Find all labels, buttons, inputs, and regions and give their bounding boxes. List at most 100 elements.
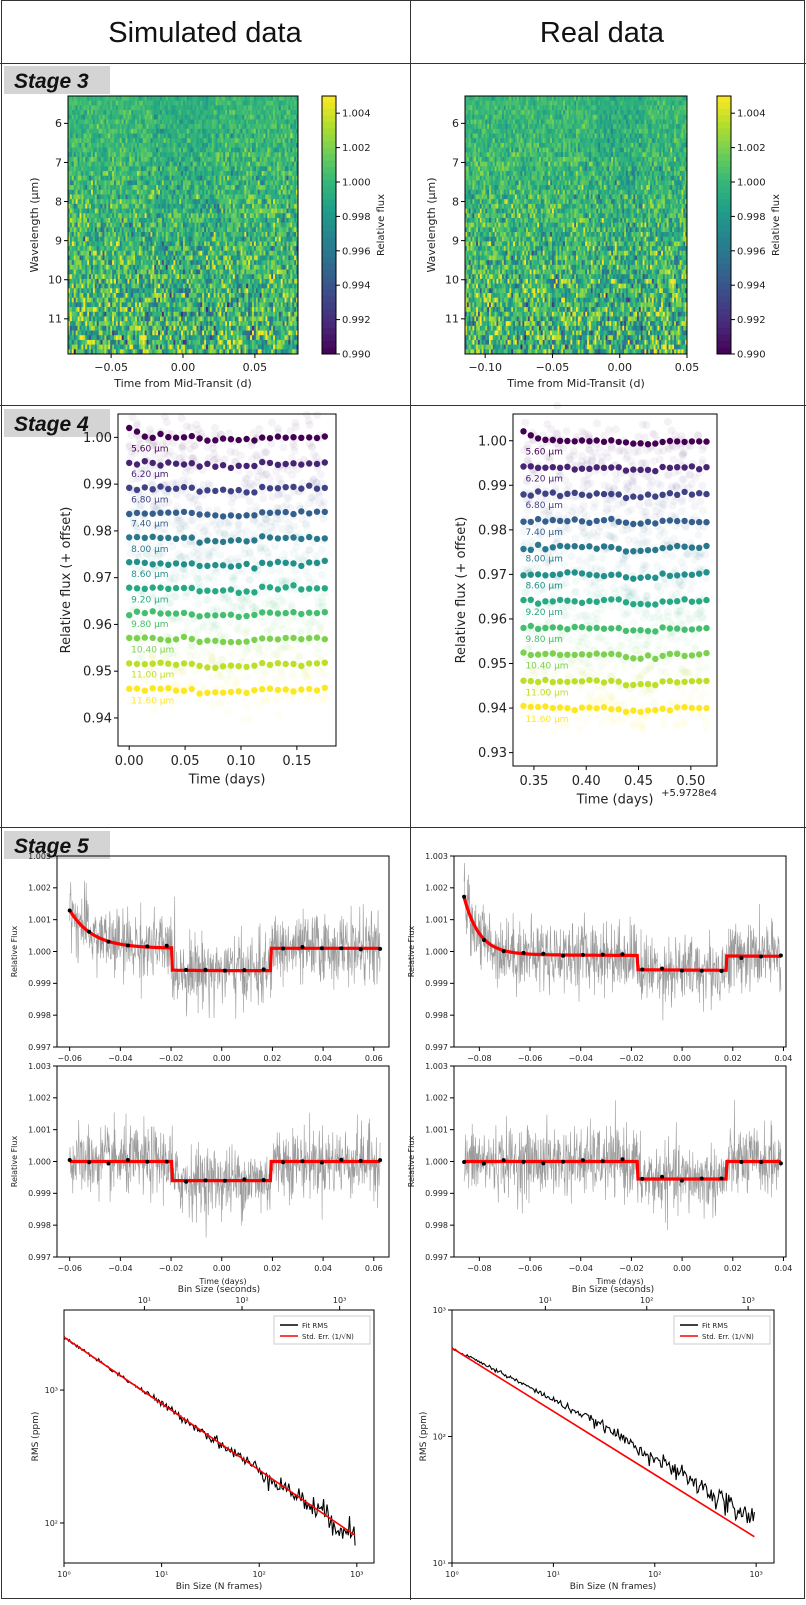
heatmap-cell [292,114,295,120]
heatmap-cell [234,156,238,163]
heatmap-cell [227,142,230,148]
heatmap-cell [188,152,192,158]
heatmap-cell [125,96,128,102]
heatmap-cell [131,133,134,139]
heatmap-cell [154,161,157,167]
heatmap-cell [142,105,146,111]
heatmap-cell [125,138,128,144]
heatmap-cell [257,100,261,106]
heatmap-cell [211,147,215,153]
heatmap-cell [142,110,146,116]
heatmap-cell [121,128,124,134]
heatmap-cell [240,156,243,163]
heatmap-cell [167,138,170,144]
heatmap-cell [165,166,169,172]
heatmap-cell [73,161,77,167]
heatmap-cell [81,128,84,134]
heatmap-cell [276,133,280,139]
heatmap-cell [83,142,86,148]
heatmap-cell [238,152,241,158]
heatmap-cell [160,142,163,148]
heatmap-cell [246,96,249,102]
heatmap-cell [194,133,197,139]
heatmap-cell [215,119,218,125]
heatmap-cell [267,133,270,139]
heatmap-cell [263,114,266,120]
heatmap-cell [123,156,126,163]
heatmap-cell [198,142,201,148]
heatmap-cell [104,100,107,106]
heatmap-cell [211,114,215,120]
heatmap-cell [148,119,151,125]
heatmap-cell [89,105,92,111]
heatmap-cell [238,110,241,116]
heatmap-cell [138,96,142,102]
heatmap-cell [133,114,136,120]
heatmap-cell [196,105,199,111]
heatmap-cell [91,133,94,139]
heatmap-cell [175,96,178,102]
heatmap-cell [265,128,268,134]
heatmap-cell [112,128,115,134]
heatmap-cell [161,138,165,144]
heatmap-cell [227,105,230,111]
heatmap-cell [292,142,295,148]
heatmap-cell [190,133,193,139]
heatmap-cell [194,128,197,134]
heatmap-cell [133,147,136,153]
heatmap-cell [135,96,138,102]
heatmap-cell [223,156,226,163]
heatmap-cell [230,147,234,153]
heatmap-cell [223,138,226,144]
heatmap-cell [234,128,238,134]
heatmap-cell [100,100,103,106]
heatmap-cell [292,156,295,163]
heatmap-cell [114,110,117,116]
heatmap-cell [102,110,105,116]
heatmap-cell [89,147,92,153]
heatmap-cell [144,142,147,148]
heatmap-cell [215,114,218,120]
heatmap-cell [248,142,251,148]
heatmap-cell [240,119,243,125]
heatmap-cell [119,156,123,163]
heatmap-cell [121,96,124,102]
heatmap-cell [238,147,241,153]
heatmap-cell [85,156,88,163]
heatmap-cell [94,128,98,134]
heatmap-cell [167,142,170,148]
heatmap-cell [68,147,71,153]
heatmap-cell [177,100,180,106]
heatmap-cell [161,161,165,167]
heatmap-cell [115,133,119,139]
heatmap-cell [152,133,155,139]
heatmap-cell [280,119,284,125]
heatmap-cell [135,105,138,111]
heatmap-cell [106,119,109,125]
heatmap-cell [85,110,88,116]
heatmap-cell [242,128,245,134]
heatmap-cell [240,128,243,134]
heatmap-cell [282,161,285,167]
heatmap-cell [288,128,291,134]
heatmap-cell [278,142,282,148]
heatmap-cell [194,110,197,116]
heatmap-cell [232,147,236,153]
heatmap-cell [108,147,111,153]
heatmap-cell [117,105,121,111]
heatmap-cell [158,110,161,116]
heatmap-cell [106,128,109,134]
heatmap-cell [117,119,121,125]
heatmap-cell [138,124,142,130]
heatmap-cell [146,105,149,111]
heatmap-cell [177,110,180,116]
heatmap-cell [200,156,203,163]
heatmap-cell [129,152,132,158]
heatmap-cell [161,96,165,102]
heatmap-cell [69,128,73,134]
heatmap-cell [158,147,161,153]
heatmap-cell [125,156,128,163]
heatmap-cell [98,119,101,125]
heatmap-cell [110,119,113,125]
heatmap-cell [160,133,163,139]
